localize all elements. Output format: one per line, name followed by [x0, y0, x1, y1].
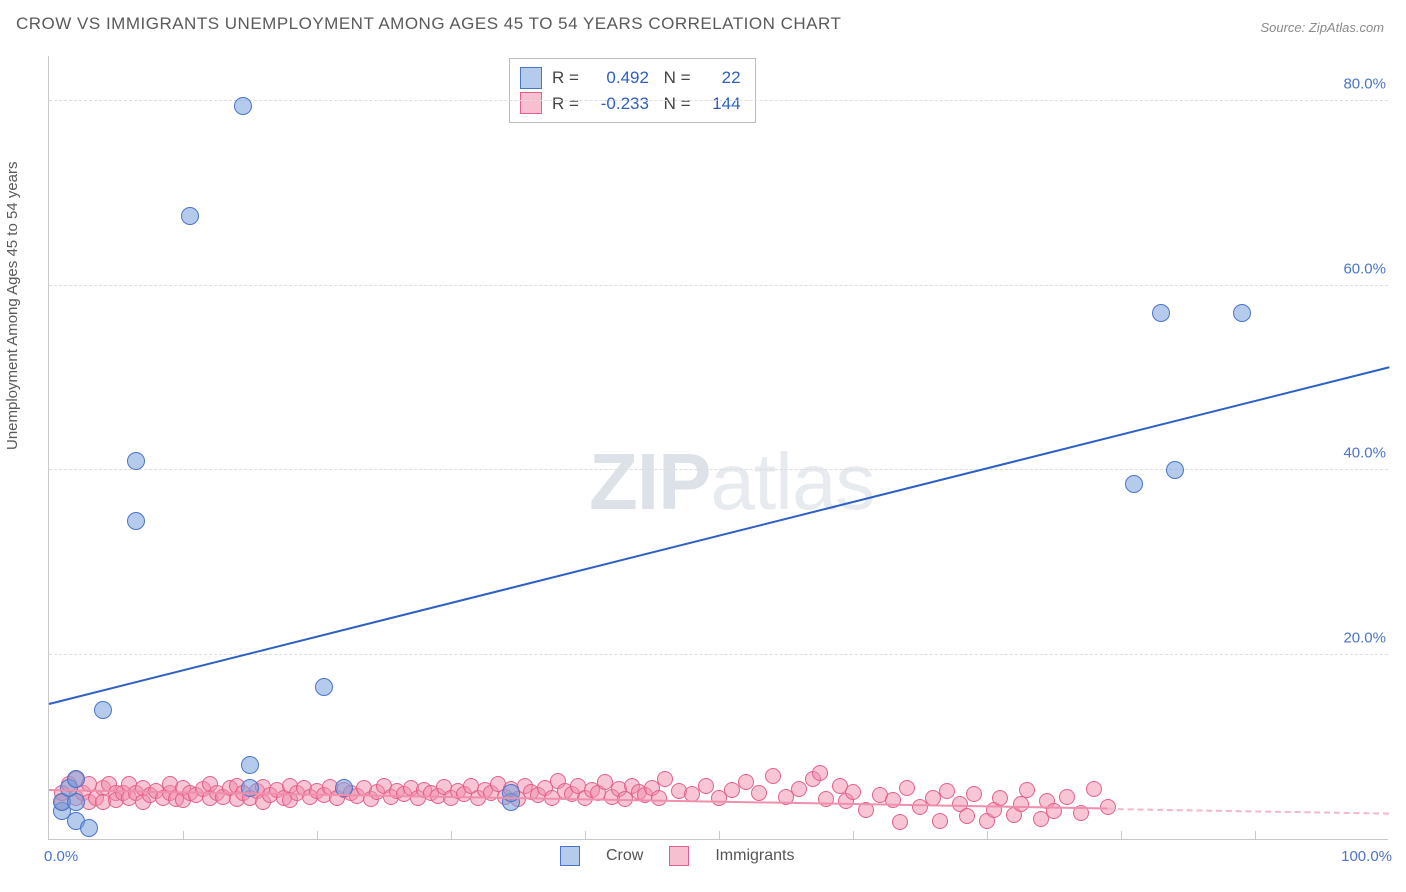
point-crow	[502, 784, 520, 802]
point-immigrants	[1013, 796, 1029, 812]
point-crow	[315, 678, 333, 696]
point-crow	[181, 207, 199, 225]
watermark: ZIPatlas	[589, 436, 874, 528]
plot-area: ZIPatlas R =0.492 N =22 R =-0.233 N =144…	[48, 56, 1388, 840]
x-tick	[1255, 831, 1256, 839]
point-crow	[1233, 304, 1251, 322]
series-legend: Crow Immigrants	[560, 846, 794, 866]
legend-label-immigrants: Immigrants	[715, 847, 794, 865]
y-tick-label: 20.0%	[1339, 629, 1390, 646]
point-crow	[1125, 475, 1143, 493]
legend-label-crow: Crow	[606, 847, 643, 865]
y-tick-label: 40.0%	[1339, 445, 1390, 462]
point-immigrants	[959, 808, 975, 824]
legend-swatch-immigrants	[669, 846, 689, 866]
x-tick	[183, 831, 184, 839]
legend-swatch-crow	[560, 846, 580, 866]
point-immigrants	[791, 781, 807, 797]
point-immigrants	[812, 765, 828, 781]
source-attribution: Source: ZipAtlas.com	[1260, 20, 1384, 35]
y-axis-label: Unemployment Among Ages 45 to 54 years	[4, 161, 21, 450]
swatch-immigrants	[520, 92, 542, 114]
point-immigrants	[651, 790, 667, 806]
point-crow	[80, 819, 98, 837]
point-immigrants	[1019, 782, 1035, 798]
point-immigrants	[932, 813, 948, 829]
y-tick-label: 80.0%	[1339, 76, 1390, 93]
point-immigrants	[885, 792, 901, 808]
gridline	[49, 469, 1388, 470]
x-tick	[585, 831, 586, 839]
point-immigrants	[1059, 789, 1075, 805]
x-axis-label-max: 100.0%	[1341, 848, 1392, 865]
point-crow	[234, 97, 252, 115]
n-immigrants: 144	[701, 91, 741, 117]
point-immigrants	[845, 784, 861, 800]
point-immigrants	[939, 783, 955, 799]
r-immigrants: -0.233	[589, 91, 649, 117]
x-axis-label-min: 0.0%	[44, 848, 78, 865]
point-immigrants	[738, 774, 754, 790]
swatch-crow	[520, 67, 542, 89]
x-tick	[719, 831, 720, 839]
gridline	[49, 285, 1388, 286]
point-immigrants	[892, 814, 908, 830]
point-crow	[1152, 304, 1170, 322]
chart-title: CROW VS IMMIGRANTS UNEMPLOYMENT AMONG AG…	[16, 14, 841, 34]
point-crow	[127, 452, 145, 470]
x-tick	[853, 831, 854, 839]
point-immigrants	[966, 786, 982, 802]
point-crow	[241, 756, 259, 774]
point-immigrants	[1086, 781, 1102, 797]
point-immigrants	[765, 768, 781, 784]
point-crow	[1166, 461, 1184, 479]
r-crow: 0.492	[589, 65, 649, 91]
corr-row-crow: R =0.492 N =22	[520, 65, 741, 91]
point-immigrants	[657, 771, 673, 787]
point-crow	[94, 701, 112, 719]
point-immigrants	[698, 778, 714, 794]
y-tick-label: 60.0%	[1339, 260, 1390, 277]
trendline-immigrants-extrapolated	[1108, 808, 1389, 815]
x-tick	[317, 831, 318, 839]
x-tick	[1121, 831, 1122, 839]
point-immigrants	[899, 780, 915, 796]
corr-row-immigrants: R =-0.233 N =144	[520, 91, 741, 117]
point-immigrants	[751, 785, 767, 801]
n-crow: 22	[701, 65, 741, 91]
x-tick	[987, 831, 988, 839]
x-tick	[451, 831, 452, 839]
point-immigrants	[992, 790, 1008, 806]
point-crow	[127, 512, 145, 530]
correlation-legend: R =0.492 N =22 R =-0.233 N =144	[509, 58, 756, 123]
point-crow	[67, 770, 85, 788]
point-immigrants	[818, 791, 834, 807]
